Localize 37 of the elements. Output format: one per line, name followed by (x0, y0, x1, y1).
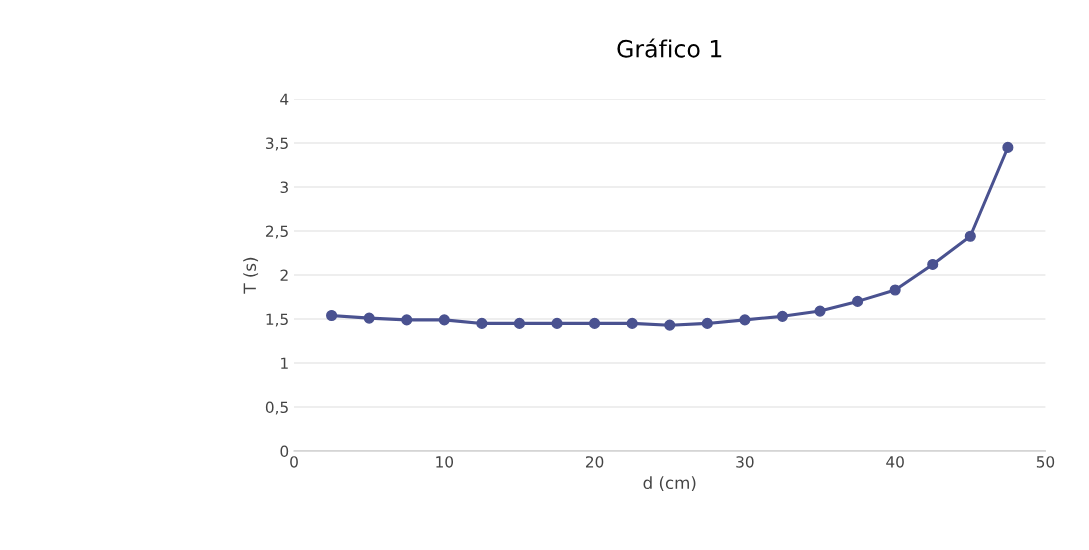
point (701, 317, 713, 329)
point (852, 295, 864, 307)
x-tick-label: 50 (1036, 456, 1055, 468)
y-tick-label: 2 (280, 269, 288, 281)
point (476, 317, 488, 329)
y-tick-label: 4 (280, 93, 289, 105)
y-tick-label: 0,5 (265, 401, 288, 415)
point (964, 230, 976, 242)
x-tick-label: 30 (736, 456, 754, 468)
point (814, 305, 826, 317)
point (589, 317, 601, 329)
x-tick-label: 20 (585, 456, 604, 468)
point (626, 317, 638, 329)
point (401, 314, 413, 326)
y-tick-label: 3,5 (266, 137, 288, 151)
y-tick-label: 1 (281, 357, 288, 369)
y-tick-label: 3 (280, 181, 288, 194)
point (1002, 141, 1014, 153)
y-tick-label: 2,5 (265, 225, 288, 239)
point (739, 314, 751, 326)
point (776, 310, 789, 322)
chart-title: Gráfico 1 (617, 38, 722, 58)
point (889, 284, 901, 296)
point (513, 317, 526, 329)
point (363, 312, 375, 324)
x-tick-label: 10 (436, 456, 454, 468)
point (551, 317, 563, 329)
point (326, 309, 338, 322)
y-axis-title: T (s) (243, 257, 259, 294)
x-tick-label: 40 (886, 456, 904, 468)
x-tick-label: 0 (290, 456, 298, 468)
point (927, 258, 939, 270)
x-axis-title: d (cm) (643, 476, 696, 492)
point (664, 319, 676, 331)
point (438, 314, 450, 326)
y-tick-label: 0 (280, 445, 289, 458)
y-tick-label: 1,5 (266, 313, 288, 327)
